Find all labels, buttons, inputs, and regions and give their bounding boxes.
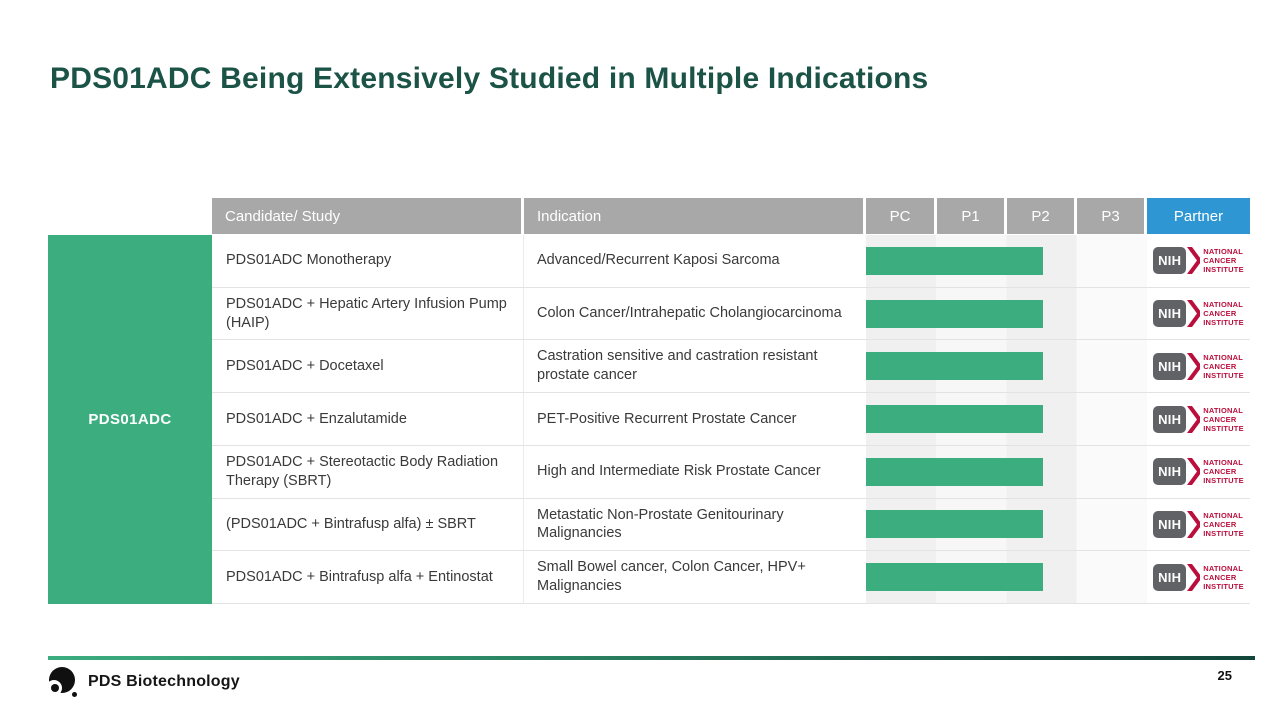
nci-wordmark: NATIONAL CANCER INSTITUTE xyxy=(1203,247,1244,275)
nih-box-icon: NIH xyxy=(1153,300,1187,328)
phase-progress-bar xyxy=(866,352,1044,381)
nih-box-icon: NIH xyxy=(1153,352,1187,380)
phase-track xyxy=(866,551,1147,604)
nih-chevron-icon xyxy=(1187,563,1201,591)
candidate-cell: (PDS01ADC + Bintrafusp alfa) ± SBRT xyxy=(212,498,524,551)
table-row: PDS01ADC + Enzalutamide PET-Positive Recu… xyxy=(212,393,1250,446)
candidate-group-label: PDS01ADC xyxy=(48,235,212,604)
phase-progress-bar xyxy=(866,246,1044,275)
table-row: PDS01ADC + Docetaxel Castration sensitive… xyxy=(212,340,1250,394)
candidate-cell: PDS01ADC + Hepatic Artery Infusion Pump … xyxy=(212,287,524,340)
nih-box-icon: NIH xyxy=(1153,510,1187,538)
phase-track xyxy=(866,393,1147,445)
indication-cell: Colon Cancer/Intrahepatic Cholangiocarci… xyxy=(537,305,842,322)
phase-progress-bar xyxy=(866,510,1044,539)
indication-cell: Castration sensitive and castration resi… xyxy=(537,348,818,384)
nih-box-icon: NIH xyxy=(1153,405,1187,433)
phase-track xyxy=(866,235,1147,287)
table-row: PDS01ADC + Bintrafusp alfa + Entinostat S… xyxy=(212,551,1250,605)
indication-cell: High and Intermediate Risk Prostate Canc… xyxy=(537,463,821,480)
indication-cell: Advanced/Recurrent Kaposi Sarcoma xyxy=(537,252,780,269)
phase-track xyxy=(866,340,1147,393)
candidate-cell: PDS01ADC + Bintrafusp alfa + Entinostat xyxy=(212,551,524,604)
phase-progress-bar xyxy=(866,457,1044,486)
phase-track xyxy=(866,445,1147,498)
brand-name: PDS Biotechnology xyxy=(88,672,240,690)
footer-divider xyxy=(48,656,1255,660)
candidate-cell: PDS01ADC Monotherapy xyxy=(212,235,524,287)
table-row: PDS01ADC Monotherapy Advanced/Recurrent K… xyxy=(212,235,1250,288)
table-body: PDS01ADC PDS01ADC Monotherapy Advanced/Re… xyxy=(48,235,1250,605)
col-header-candidate-study: Candidate/ Study xyxy=(212,198,521,234)
nci-wordmark: NATIONAL CANCER INSTITUTE xyxy=(1203,300,1244,328)
nih-chevron-icon xyxy=(1187,510,1201,538)
nci-wordmark: NATIONAL CANCER INSTITUTE xyxy=(1203,458,1244,486)
partner-cell: NIH NATIONAL CANCER INSTITUTE xyxy=(1147,551,1250,603)
phase-track xyxy=(866,287,1147,340)
col-header-p2: P2 xyxy=(1007,198,1074,234)
nih-box-icon: NIH xyxy=(1153,563,1187,591)
nih-box-icon: NIH xyxy=(1153,458,1187,486)
col-header-pc: PC xyxy=(866,198,934,234)
col-header-partner: Partner xyxy=(1147,198,1250,234)
indication-cell: Metastatic Non-Prostate Genitourinary Ma… xyxy=(537,506,784,542)
candidate-cell: PDS01ADC + Docetaxel xyxy=(212,340,524,393)
phase-progress-bar xyxy=(866,405,1044,434)
nih-nci-logo: NIH NATIONAL CANCER INSTITUTE xyxy=(1153,247,1244,275)
candidate-cell: PDS01ADC + Stereotactic Body Radiation T… xyxy=(212,445,524,498)
table-rows: PDS01ADC Monotherapy Advanced/Recurrent K… xyxy=(212,235,1250,605)
candidate-cell: PDS01ADC + Enzalutamide xyxy=(212,393,524,445)
nih-chevron-icon xyxy=(1187,458,1201,486)
partner-cell: NIH NATIONAL CANCER INSTITUTE xyxy=(1147,288,1250,340)
indication-cell: PET-Positive Recurrent Prostate Cancer xyxy=(537,410,797,427)
nci-wordmark: NATIONAL CANCER INSTITUTE xyxy=(1203,405,1244,433)
studies-table: Candidate/ Study Indication PC P1 P2 P3 … xyxy=(48,198,1250,605)
partner-cell: NIH NATIONAL CANCER INSTITUTE xyxy=(1147,393,1250,445)
table-header-row: Candidate/ Study Indication PC P1 P2 P3 … xyxy=(212,198,1250,234)
col-header-indication: Indication xyxy=(524,198,863,234)
nih-nci-logo: NIH NATIONAL CANCER INSTITUTE xyxy=(1153,405,1244,433)
page-title: PDS01ADC Being Extensively Studied in Mu… xyxy=(50,62,929,95)
partner-cell: NIH NATIONAL CANCER INSTITUTE xyxy=(1147,446,1250,498)
phase-progress-bar xyxy=(866,563,1044,592)
nih-chevron-icon xyxy=(1187,247,1201,275)
partner-cell: NIH NATIONAL CANCER INSTITUTE xyxy=(1147,499,1250,551)
nih-nci-logo: NIH NATIONAL CANCER INSTITUTE xyxy=(1153,352,1244,380)
nih-nci-logo: NIH NATIONAL CANCER INSTITUTE xyxy=(1153,563,1244,591)
nci-wordmark: NATIONAL CANCER INSTITUTE xyxy=(1203,563,1244,591)
phase-track xyxy=(866,498,1147,551)
col-header-p3: P3 xyxy=(1077,198,1144,234)
nih-box-icon: NIH xyxy=(1153,247,1187,275)
table-row: PDS01ADC + Stereotactic Body Radiation T… xyxy=(212,445,1250,499)
nih-nci-logo: NIH NATIONAL CANCER INSTITUTE xyxy=(1153,300,1244,328)
table-row: (PDS01ADC + Bintrafusp alfa) ± SBRT Metas… xyxy=(212,498,1250,552)
page-number: 25 xyxy=(1217,668,1232,683)
nih-chevron-icon xyxy=(1187,405,1201,433)
partner-cell: NIH NATIONAL CANCER INSTITUTE xyxy=(1147,235,1250,287)
nih-nci-logo: NIH NATIONAL CANCER INSTITUTE xyxy=(1153,458,1244,486)
partner-cell: NIH NATIONAL CANCER INSTITUTE xyxy=(1147,340,1250,392)
col-header-p1: P1 xyxy=(937,198,1004,234)
nci-wordmark: NATIONAL CANCER INSTITUTE xyxy=(1203,510,1244,538)
indication-cell: Small Bowel cancer, Colon Cancer, HPV+ M… xyxy=(537,559,806,595)
nci-wordmark: NATIONAL CANCER INSTITUTE xyxy=(1203,352,1244,380)
nih-chevron-icon xyxy=(1187,352,1201,380)
phase-progress-bar xyxy=(866,299,1044,328)
brand-lockup: PDS Biotechnology xyxy=(46,666,240,697)
table-row: PDS01ADC + Hepatic Artery Infusion Pump … xyxy=(212,287,1250,341)
pds-biotechnology-logo-icon xyxy=(46,666,79,697)
nih-nci-logo: NIH NATIONAL CANCER INSTITUTE xyxy=(1153,510,1244,538)
nih-chevron-icon xyxy=(1187,300,1201,328)
